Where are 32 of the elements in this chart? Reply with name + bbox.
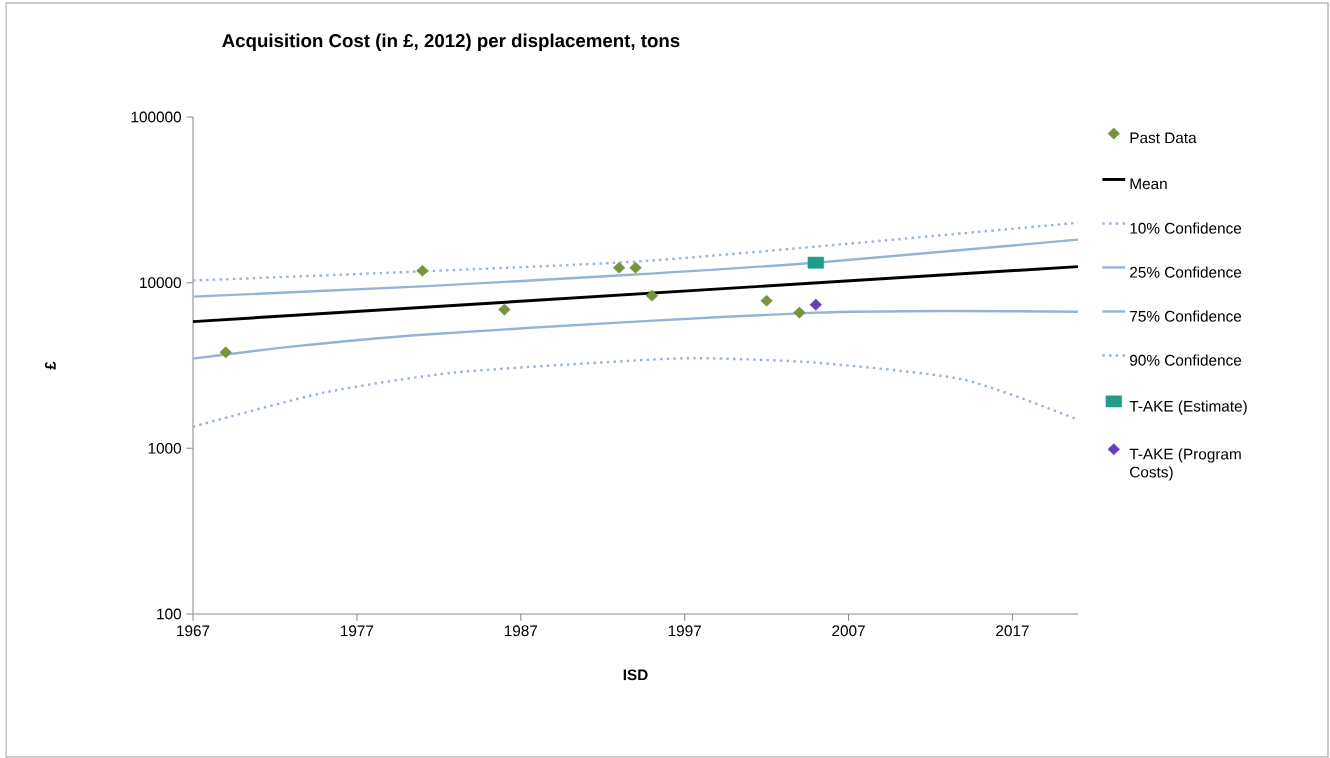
point bbox=[416, 264, 429, 277]
legend-label: Mean bbox=[1130, 178, 1167, 190]
point bbox=[645, 289, 659, 302]
legend-label: 75% Confidence bbox=[1130, 310, 1242, 322]
x-tick-label: 1977 bbox=[341, 625, 374, 637]
point bbox=[793, 306, 806, 319]
y-axis-title: £ bbox=[44, 361, 56, 370]
legend-label: T-AKE (Estimate) bbox=[1129, 400, 1247, 415]
x-tick-label: 2017 bbox=[996, 625, 1029, 637]
point bbox=[629, 261, 642, 274]
y-tick-label: 100000 bbox=[131, 111, 182, 123]
x-tick-label: 2007 bbox=[832, 625, 865, 637]
y-tick-label: 100 bbox=[157, 608, 182, 620]
point bbox=[807, 256, 824, 269]
y-tick-label: 10000 bbox=[140, 277, 182, 289]
x-tick-label: 1987 bbox=[504, 625, 538, 637]
chart-title: Acquisition Cost (in £, 2012) per displacement, tons bbox=[222, 33, 680, 51]
point bbox=[498, 303, 511, 316]
x-tick-label: 1967 bbox=[177, 625, 210, 637]
y-tick-label: 1000 bbox=[148, 442, 182, 454]
point bbox=[612, 261, 626, 274]
point bbox=[760, 294, 773, 307]
legend-label: 25% Confidence bbox=[1130, 266, 1242, 278]
legend-label: T-AKE (Program Costs) bbox=[1129, 448, 1241, 481]
legend-label: 90% Confidence bbox=[1130, 354, 1242, 366]
line-series bbox=[191, 238, 1080, 298]
x-axis-title: ISD bbox=[623, 669, 648, 681]
legend-label: 10% Confidence bbox=[1130, 222, 1242, 234]
point bbox=[219, 346, 232, 359]
legend-label: Past Data bbox=[1130, 132, 1197, 144]
x-tick-label: 1997 bbox=[668, 625, 701, 637]
point bbox=[809, 298, 822, 311]
